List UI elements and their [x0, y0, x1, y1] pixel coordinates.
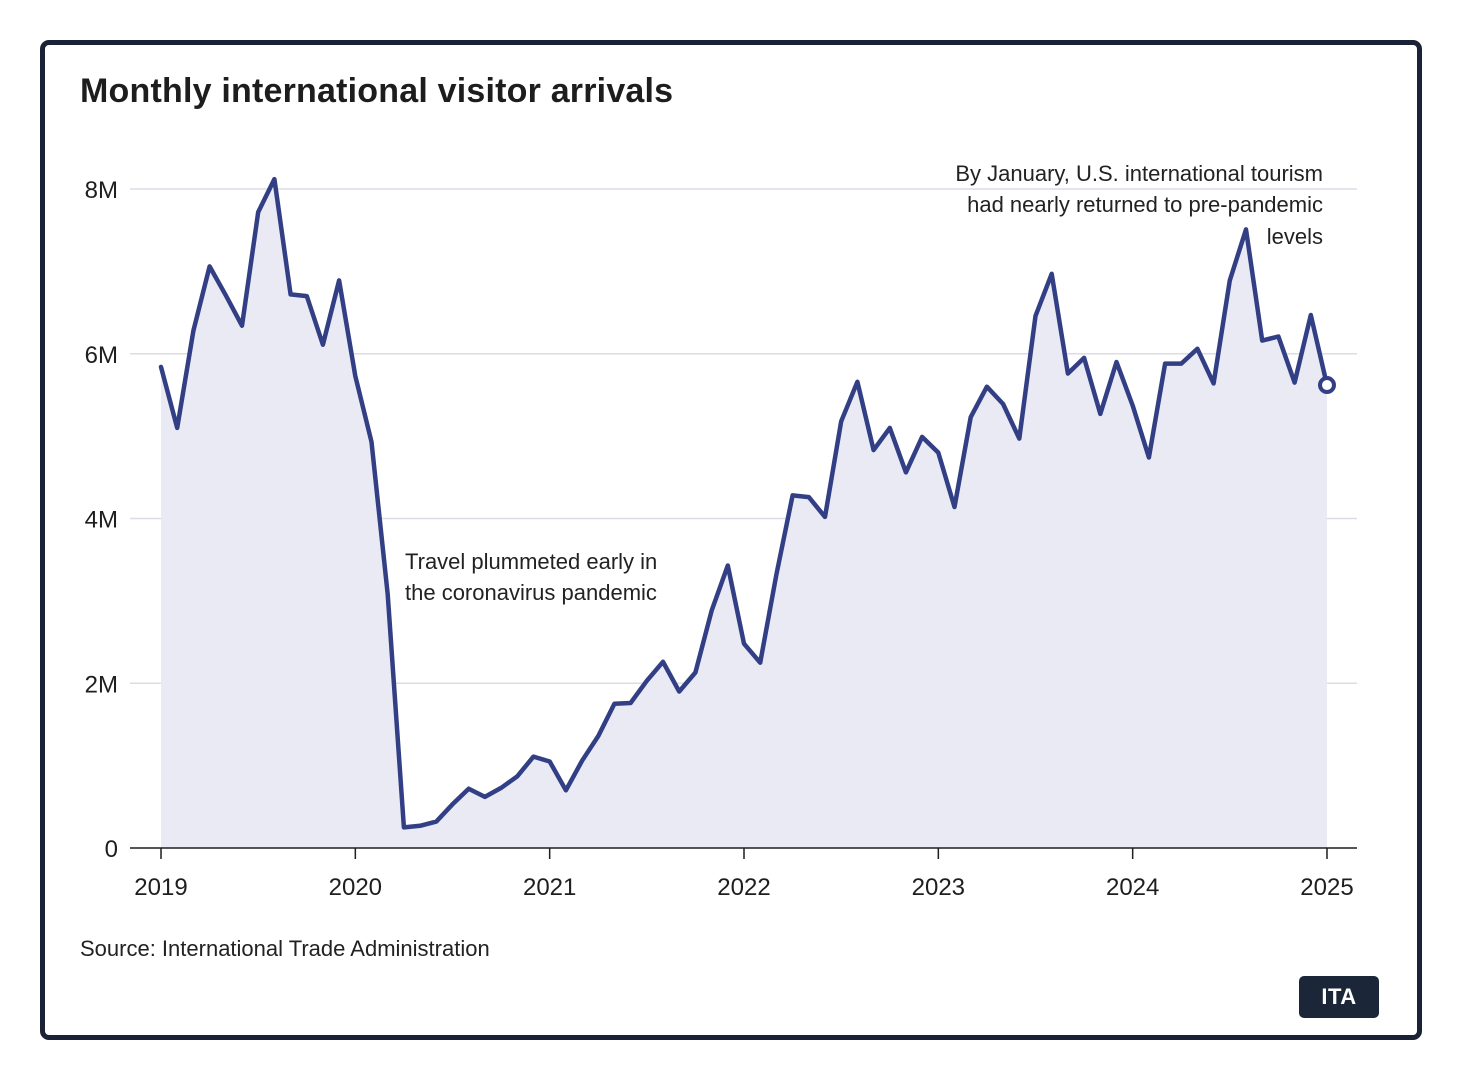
x-tick-label: 2025	[1300, 874, 1353, 901]
data-point-2020-03[interactable]	[385, 591, 391, 597]
data-point-2023-06[interactable]	[1016, 436, 1022, 442]
data-point-2023-09[interactable]	[1065, 371, 1071, 377]
data-point-2019-03[interactable]	[190, 328, 196, 334]
data-point-2022-07[interactable]	[838, 418, 844, 424]
data-point-2022-10[interactable]	[887, 425, 893, 431]
annotation-pandemic-line-2: the coronavirus pandemic	[405, 580, 657, 605]
data-point-2020-12[interactable]	[530, 754, 536, 760]
data-point-2024-09[interactable]	[1259, 338, 1265, 344]
data-point-2024-01[interactable]	[1130, 403, 1136, 409]
data-point-2024-05[interactable]	[1194, 346, 1200, 352]
annotation-recovery-line-2: had nearly returned to pre-pandemic	[967, 192, 1323, 217]
data-point-2024-08[interactable]	[1243, 226, 1249, 232]
data-point-2022-11[interactable]	[903, 469, 909, 475]
data-point-2021-07[interactable]	[644, 678, 650, 684]
data-point-2020-04[interactable]	[401, 824, 407, 830]
data-point-2023-03[interactable]	[968, 414, 974, 420]
data-point-2022-01[interactable]	[741, 641, 747, 647]
data-point-2019-12[interactable]	[336, 277, 342, 283]
y-tick-label: 4M	[85, 507, 118, 534]
data-point-2022-12[interactable]	[919, 434, 925, 440]
data-point-2023-07[interactable]	[1033, 313, 1039, 319]
source-note: Source: International Trade Administrati…	[80, 936, 490, 961]
data-point-2023-08[interactable]	[1049, 271, 1055, 277]
data-point-2023-02[interactable]	[952, 504, 958, 510]
x-tick-label: 2023	[912, 874, 965, 901]
data-point-2021-01[interactable]	[547, 759, 553, 765]
data-point-2019-01[interactable]	[158, 364, 164, 370]
x-axis: 2019 2020 2021 2022 2023 2024 2025	[130, 847, 1357, 901]
chart-title: Monthly international visitor arrivals	[80, 72, 674, 110]
data-point-2020-07[interactable]	[450, 801, 456, 807]
data-point-2019-11[interactable]	[320, 342, 326, 348]
data-point-2022-09[interactable]	[871, 447, 877, 453]
data-point-2024-04[interactable]	[1178, 361, 1184, 367]
data-point-2021-04[interactable]	[595, 733, 601, 739]
data-point-2020-09[interactable]	[482, 794, 488, 800]
data-point-2023-10[interactable]	[1081, 355, 1087, 361]
data-point-2019-05[interactable]	[223, 292, 229, 298]
series-area	[161, 179, 1327, 849]
x-tick-label: 2021	[523, 874, 576, 901]
data-point-2021-11[interactable]	[709, 608, 715, 614]
data-point-2021-08[interactable]	[660, 659, 666, 665]
data-point-2023-04[interactable]	[984, 384, 990, 390]
data-point-2024-06[interactable]	[1211, 380, 1217, 386]
data-point-2021-06[interactable]	[628, 700, 634, 706]
data-point-2022-02[interactable]	[757, 660, 763, 666]
series-line	[158, 176, 1330, 830]
ita-logo-badge: ITA	[1299, 976, 1379, 1018]
annotation-recovery-line-3: levels	[1267, 224, 1323, 249]
latest-point-marker[interactable]	[1318, 376, 1336, 395]
data-point-2022-03[interactable]	[773, 572, 779, 578]
data-point-2020-08[interactable]	[466, 786, 472, 792]
data-point-2021-03[interactable]	[579, 758, 585, 764]
data-point-2021-09[interactable]	[676, 688, 682, 694]
data-point-2021-10[interactable]	[692, 670, 698, 676]
data-point-2024-10[interactable]	[1275, 333, 1281, 339]
annotation-pandemic-line-1: Travel plummeted early in	[405, 549, 657, 574]
data-point-2022-04[interactable]	[790, 492, 796, 498]
data-point-2020-01[interactable]	[352, 373, 358, 379]
x-tick-label: 2019	[134, 874, 187, 901]
data-point-2019-02[interactable]	[174, 425, 180, 431]
data-point-2022-05[interactable]	[806, 494, 812, 500]
data-point-2020-10[interactable]	[498, 785, 504, 791]
data-point-2020-11[interactable]	[514, 773, 520, 779]
data-point-2023-12[interactable]	[1113, 359, 1119, 365]
annotation-recovery-line-1: By January, U.S. international tourism	[955, 161, 1323, 186]
data-point-2024-12[interactable]	[1308, 312, 1314, 318]
x-tick-label: 2022	[717, 874, 770, 901]
data-point-2020-02[interactable]	[369, 439, 375, 445]
data-point-2023-01[interactable]	[935, 450, 941, 456]
y-tick-label: 8M	[85, 177, 118, 204]
data-point-2022-06[interactable]	[822, 514, 828, 520]
data-point-2024-11[interactable]	[1292, 380, 1298, 386]
data-point-2024-07[interactable]	[1227, 277, 1233, 283]
x-tick-label: 2020	[329, 874, 382, 901]
y-axis: 0 2M 4M 6M 8M	[85, 177, 118, 863]
y-tick-label: 2M	[85, 671, 118, 698]
data-point-2019-07[interactable]	[255, 209, 261, 215]
data-point-2024-03[interactable]	[1162, 361, 1168, 367]
data-point-2020-06[interactable]	[433, 819, 439, 825]
data-point-2020-05[interactable]	[417, 823, 423, 829]
data-point-2021-12[interactable]	[725, 562, 731, 568]
data-point-2021-02[interactable]	[563, 787, 569, 793]
data-point-2019-06[interactable]	[239, 323, 245, 329]
y-tick-label: 6M	[85, 342, 118, 369]
data-point-2022-08[interactable]	[854, 379, 860, 385]
data-point-2019-10[interactable]	[304, 293, 310, 299]
data-point-2019-08[interactable]	[271, 176, 277, 182]
data-point-2023-05[interactable]	[1000, 401, 1006, 407]
data-point-2023-11[interactable]	[1097, 411, 1103, 417]
data-point-2024-02[interactable]	[1146, 455, 1152, 461]
data-point-2019-04[interactable]	[207, 263, 213, 269]
y-tick-label: 0	[105, 836, 118, 863]
data-point-2021-05[interactable]	[611, 701, 617, 707]
x-tick-label: 2024	[1106, 874, 1159, 901]
data-point-2019-09[interactable]	[288, 291, 294, 297]
